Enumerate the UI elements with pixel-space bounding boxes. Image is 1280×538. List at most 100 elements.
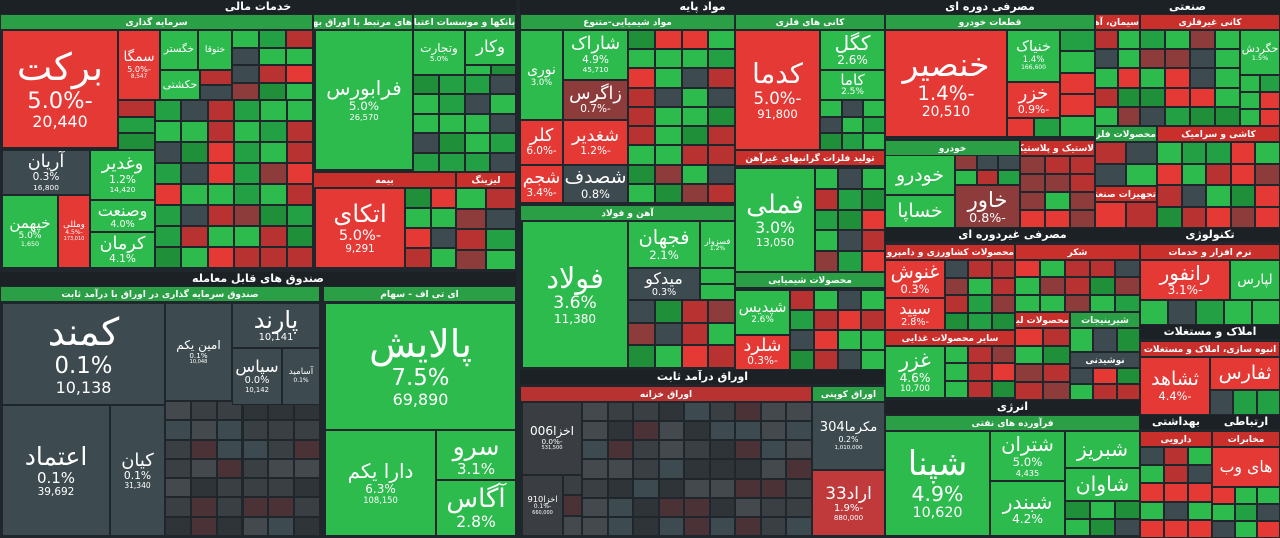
stock-name: فولاد — [546, 260, 604, 295]
filler-tile — [1181, 163, 1207, 185]
stock-tile: فجهان 2.1% — [628, 221, 700, 268]
filler-tile — [582, 459, 608, 479]
subsector-title: مواد شیمیایی-متنوع — [520, 14, 735, 30]
filler-tile — [1240, 75, 1260, 92]
filler-tile — [681, 68, 709, 88]
stock-price: 10,700 — [900, 384, 930, 395]
filler-tile — [628, 49, 655, 69]
filler-tile — [464, 133, 491, 153]
filler-tile — [1117, 87, 1140, 107]
stock-tile: خگستر — [160, 30, 198, 70]
filler-tile — [1230, 163, 1256, 185]
filler-tile — [607, 459, 634, 479]
filler-tile — [790, 350, 814, 370]
filler-tile — [760, 497, 787, 517]
filler-tile — [628, 345, 655, 368]
filler-tile — [786, 421, 812, 441]
filler-tile — [216, 478, 243, 498]
stock-change: 0.1% — [36, 469, 76, 488]
stock-tile: اعتماد 0.1% 39,692 — [2, 405, 110, 536]
filler-tile — [700, 284, 735, 300]
filler-tile — [1042, 346, 1070, 364]
stock-change: -0.8% — [969, 210, 1006, 226]
stock-name: کیان — [121, 449, 154, 471]
filler-tile — [456, 229, 486, 250]
filler-tile — [633, 440, 659, 460]
stock-price: 1,650 — [20, 241, 40, 249]
filler-tile — [190, 439, 217, 459]
filler-tile — [1164, 519, 1188, 538]
filler-tile — [968, 380, 992, 398]
filler-tile — [708, 145, 735, 165]
filler-tile — [786, 440, 812, 460]
filler-tile — [242, 497, 269, 517]
filler-tile — [286, 184, 313, 205]
filler-tile — [968, 312, 992, 330]
filler-tile — [709, 421, 736, 441]
stock-tile: فرابورس 5.0% 26,570 — [315, 30, 413, 170]
filler-tile — [1070, 156, 1095, 174]
filler-tile — [294, 478, 320, 498]
filler-tile — [1233, 390, 1257, 415]
filler-tile — [181, 184, 208, 205]
stock-name: خاور — [967, 186, 1008, 212]
stock-price: 173,010 — [63, 235, 85, 242]
stock-name: خپهمن — [9, 213, 51, 232]
stock-name: اعتماد — [24, 441, 88, 471]
stock-change: 0.3% — [651, 286, 677, 298]
stock-name: شجم — [522, 167, 561, 188]
stock-name: رانفور — [1159, 261, 1211, 286]
filler-tile — [490, 75, 516, 95]
filler-tile — [438, 75, 465, 95]
stock-name: میدکو — [645, 268, 683, 288]
stock-name: های وب — [1219, 457, 1273, 477]
filler-tile — [1140, 300, 1168, 325]
filler-tile — [607, 497, 634, 517]
filler-tile — [286, 30, 313, 48]
filler-tile — [628, 164, 655, 184]
filler-tile — [190, 420, 217, 440]
filler-tile — [708, 87, 735, 107]
stock-price: 14,420 — [109, 185, 136, 195]
stock-change: 1.4% — [1022, 54, 1045, 65]
stock-name: سرو — [452, 432, 500, 461]
stock-price: 108,150 — [363, 494, 398, 505]
stock-tile: کاما 2.5% — [820, 70, 885, 100]
stock-name: شپدیس — [738, 298, 787, 317]
filler-tile — [1140, 87, 1165, 107]
filler-tile — [968, 363, 992, 381]
filler-tile — [760, 440, 787, 460]
filler-tile — [1020, 174, 1045, 192]
stock-tile: کلر -6.0% — [520, 120, 563, 165]
filler-tile — [681, 345, 709, 368]
stock-name: شلرد — [743, 336, 782, 357]
filler-tile — [216, 401, 243, 421]
stock-change: 2.1% — [649, 247, 679, 262]
filler-tile — [1140, 465, 1164, 484]
stock-tile: شصدف 0.8% — [563, 165, 628, 203]
filler-tile — [815, 168, 839, 189]
filler-tile — [628, 87, 655, 107]
filler-tile — [786, 516, 812, 536]
filler-tile — [955, 155, 977, 170]
filler-tile — [1070, 210, 1095, 228]
filler-tile — [1060, 30, 1095, 52]
filler-tile — [118, 116, 155, 134]
sector: مصرفی غیردوره ای — [885, 228, 1140, 400]
filler-tile — [234, 163, 261, 184]
stock-tile: های وب — [1212, 447, 1280, 487]
filler-tile — [582, 421, 608, 441]
stock-name: فملی — [746, 190, 804, 221]
stock-tile: شاراک 4.9% 45,710 — [563, 30, 628, 80]
stock-tile: کگل 2.6% — [820, 30, 885, 70]
filler-tile — [760, 516, 787, 536]
filler-tile — [1140, 30, 1165, 50]
filler-tile — [1045, 192, 1070, 210]
sector-title: خدمات مالی — [0, 0, 516, 14]
filler-tile — [1033, 118, 1060, 137]
stock-tile: شبندر 4.2% — [990, 481, 1065, 536]
stock-tile: پارند 10,141 — [232, 303, 320, 348]
filler-tile — [242, 439, 269, 459]
filler-tile — [861, 209, 885, 231]
filler-tile — [976, 170, 999, 185]
